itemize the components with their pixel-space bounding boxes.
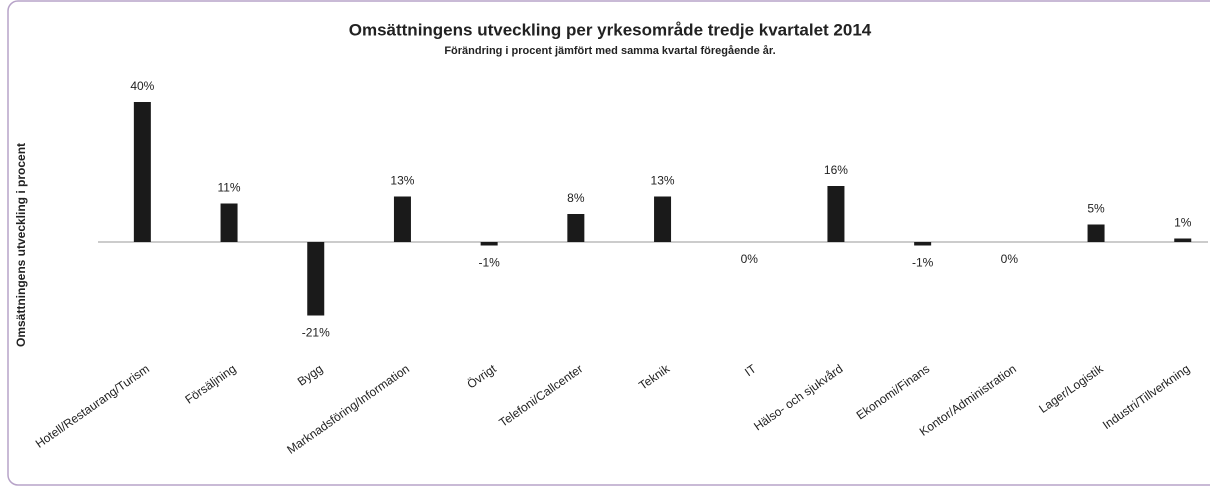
chart-title: Omsättningens utveckling per yrkesområde…	[349, 20, 872, 39]
chart-subtitle: Förändring i procent jämfört med samma k…	[444, 45, 775, 57]
y-axis-label: Omsättningens utveckling i procent	[14, 143, 28, 347]
bar	[1087, 224, 1105, 242]
value-label: 13%	[390, 174, 414, 188]
value-label: 1%	[1174, 216, 1192, 230]
x-tick-label: Kontor/Administration	[917, 362, 1019, 439]
x-tick-label: Industri/Tillverkning	[1100, 362, 1192, 433]
x-tick-label: Bygg	[295, 362, 325, 389]
value-label: 5%	[1087, 202, 1105, 216]
x-tick-label: Hälso- och sjukvård	[751, 362, 845, 434]
x-tick-label: Övrigt	[464, 361, 499, 391]
bar	[914, 242, 932, 246]
bar	[567, 214, 585, 242]
value-label: 8%	[567, 191, 585, 205]
value-label: 0%	[741, 252, 759, 266]
bar	[393, 196, 411, 242]
bar	[307, 242, 325, 316]
bar	[133, 102, 151, 242]
x-tick-label: Ekonomi/Finans	[854, 362, 933, 423]
value-label: -21%	[302, 326, 330, 340]
value-label: 11%	[217, 181, 240, 195]
x-tick-label: Teknik	[636, 361, 673, 393]
bar	[1174, 238, 1192, 242]
bar	[654, 196, 672, 242]
bar	[827, 186, 845, 242]
bar	[220, 203, 238, 242]
frame	[7, 0, 1210, 486]
x-tick-label: Hotell/Restaurang/Turism	[33, 362, 152, 451]
x-tick-label: Försäljning	[182, 362, 238, 407]
value-label: 13%	[651, 174, 675, 188]
x-tick-label: IT	[742, 361, 759, 379]
value-label: -1%	[912, 256, 934, 270]
bar	[480, 242, 498, 246]
value-label: 16%	[824, 163, 848, 177]
x-tick-label: Lager/Logistik	[1036, 361, 1106, 416]
x-tick-label: Telefoni/Callcenter	[496, 362, 585, 430]
value-label: -1%	[478, 256, 500, 270]
value-label: 40%	[130, 79, 154, 93]
value-label: 0%	[1001, 252, 1019, 266]
